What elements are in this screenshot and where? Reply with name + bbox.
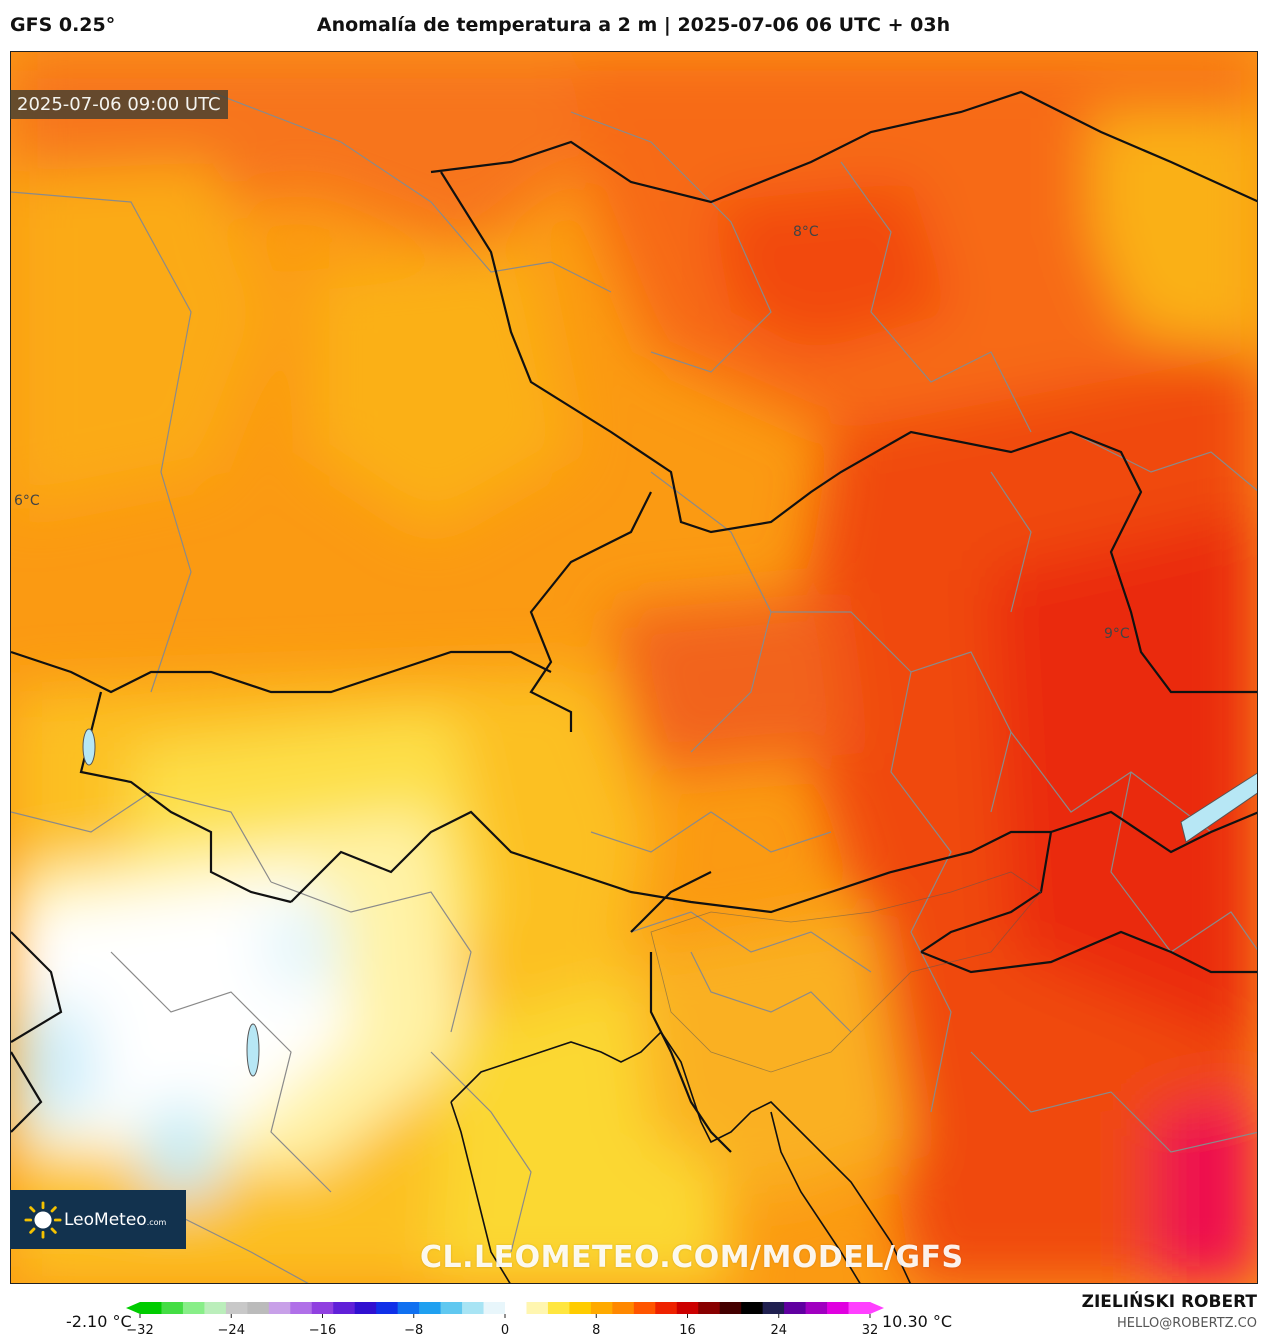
colorbar-swatch (290, 1302, 313, 1314)
admin-cluster (650, 871, 1042, 1073)
contour-label-6c: 6°C (14, 493, 40, 509)
map-canvas (11, 52, 1257, 1283)
contour-label-9c: 9°C (1104, 626, 1130, 642)
colorbar-swatch (784, 1302, 807, 1314)
colorbar-tick-label: −16 (309, 1323, 336, 1338)
colorbar-swatch (805, 1302, 828, 1314)
colorbar-swatch (311, 1302, 334, 1314)
colorbar: −32 −24 −16 −8 0 8 16 24 32 (120, 1300, 890, 1344)
colorbar-swatch (848, 1302, 871, 1314)
colorbar-tick-label: −24 (218, 1323, 245, 1338)
lakes (82, 728, 1257, 1077)
source-watermark: CL.LEOMETEO.COM/MODEL/GFS (420, 1240, 964, 1275)
anomaly-map[interactable]: 8°C 6°C 9°C (10, 51, 1258, 1284)
colorbar-swatch (247, 1302, 270, 1314)
colorbar-min-arrow (126, 1302, 140, 1314)
colorbar-swatch (569, 1302, 592, 1314)
colorbar-swatch (204, 1302, 227, 1314)
colorbar-swatch (741, 1302, 764, 1314)
colorbar-swatch (526, 1302, 549, 1314)
colorbar-tick-label: 0 (501, 1323, 509, 1338)
coastline (450, 1030, 911, 1283)
colorbar-swatch (268, 1302, 291, 1314)
leometeo-logo[interactable]: LeoMeteo.com (10, 1190, 186, 1249)
author-name: ZIELIŃSKI ROBERT (1081, 1292, 1257, 1312)
colorbar-tick-label: 24 (770, 1323, 787, 1338)
colorbar-max-arrow (870, 1302, 884, 1314)
colorbar-swatch (419, 1302, 442, 1314)
colorbar-swatch (161, 1302, 184, 1314)
colorbar-tick-label: −32 (126, 1323, 153, 1338)
colorbar-min-label: -2.10 °C (66, 1312, 132, 1331)
map-title: Anomalía de temperatura a 2 m | 2025-07-… (316, 14, 951, 36)
colorbar-swatch (376, 1302, 399, 1314)
colorbar-scale: −32 −24 −16 −8 0 8 16 24 32 (126, 1302, 884, 1338)
colorbar-swatch (655, 1302, 678, 1314)
valid-time-badge: 2025-07-06 09:00 UTC (10, 90, 228, 119)
sun-icon (24, 1200, 62, 1239)
colorbar-swatch (762, 1302, 785, 1314)
colorbar-swatch (633, 1302, 656, 1314)
contour-label-8c: 8°C (793, 224, 819, 240)
colorbar-swatch (354, 1302, 377, 1314)
colorbar-swatch (827, 1302, 850, 1314)
region-borders (11, 91, 1257, 1283)
colorbar-swatch (505, 1302, 527, 1314)
colorbar-swatch (440, 1302, 463, 1314)
colorbar-swatch (719, 1302, 742, 1314)
colorbar-swatch (590, 1302, 613, 1314)
colorbar-tick-label: 32 (862, 1323, 879, 1338)
logo-text: LeoMeteo.com (64, 1209, 167, 1230)
colorbar-swatch (483, 1302, 506, 1314)
colorbar-tick-label: −8 (404, 1323, 423, 1338)
colorbar-tick-label: 16 (679, 1323, 696, 1338)
colorbar-swatch (182, 1302, 205, 1314)
colorbar-swatch (225, 1302, 248, 1314)
colorbar-tick-label: 8 (592, 1323, 600, 1338)
colorbar-swatch (612, 1302, 635, 1314)
colorbar-swatch (547, 1302, 570, 1314)
author-email[interactable]: HELLO@ROBERTZ.CO (1116, 1316, 1257, 1331)
colorbar-swatch (698, 1302, 721, 1314)
colorbar-swatch (397, 1302, 420, 1314)
colorbar-swatch (676, 1302, 699, 1314)
colorbar-swatch (462, 1302, 485, 1314)
colorbar-max-label: 10.30 °C (882, 1312, 953, 1331)
colorbar-swatch (140, 1302, 162, 1314)
model-name: GFS 0.25° (10, 14, 116, 36)
colorbar-swatch (333, 1302, 356, 1314)
